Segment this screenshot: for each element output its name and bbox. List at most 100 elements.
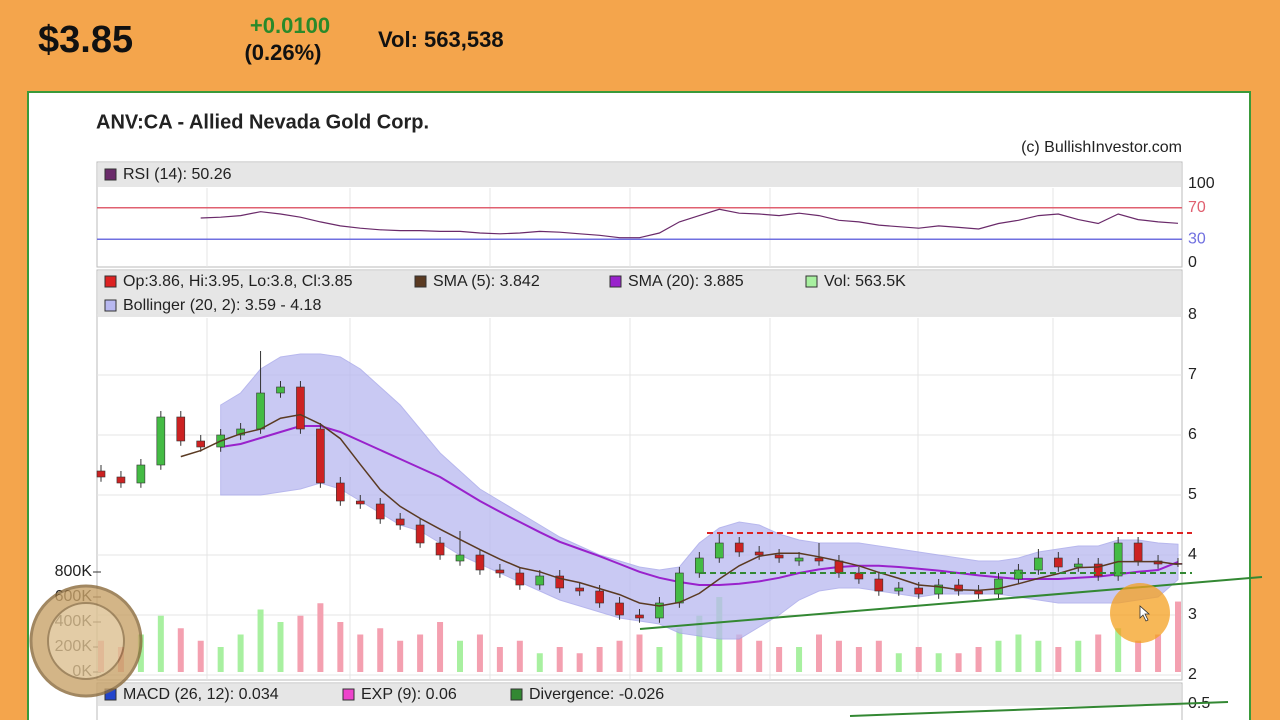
rsi-tick-label: 0 (1188, 254, 1197, 271)
candle-body (116, 476, 126, 484)
rsi-tick-label: 70 (1188, 199, 1206, 216)
logo-center (47, 602, 125, 680)
candle-body (774, 554, 784, 559)
volume-bar (1115, 628, 1122, 672)
candle-body (495, 569, 505, 574)
legend-swatch (414, 275, 427, 288)
volume-bar (636, 634, 643, 672)
volume-bar (1155, 634, 1162, 672)
candle-body (336, 482, 345, 502)
volume-bar (417, 634, 424, 672)
volume-bar (1055, 647, 1062, 672)
volume-bar (1175, 601, 1181, 672)
y-tick-label: 6 (1188, 426, 1197, 443)
candle-body (1034, 557, 1043, 571)
price: $3.85 (38, 19, 133, 61)
candle-body (176, 416, 186, 442)
candle-body (1073, 563, 1083, 568)
candle-body (974, 590, 983, 595)
macd-header (98, 684, 1181, 706)
candle-body (1133, 542, 1143, 562)
macd-legend-label: Divergence: -0.026 (529, 686, 664, 703)
volume-bar (1075, 640, 1082, 672)
candle-body (854, 572, 864, 580)
volume-bar (915, 647, 922, 672)
candle-body (675, 572, 684, 604)
legend-label: SMA (20): 3.885 (628, 273, 744, 290)
y-tick-label: 3 (1188, 606, 1197, 623)
trend-line (639, 576, 1263, 630)
volume-bar (875, 640, 882, 672)
candle-body (1093, 563, 1103, 577)
volume-bar (835, 640, 842, 672)
candle-body (236, 428, 245, 436)
candle-body (196, 440, 206, 448)
volume-bar (796, 647, 803, 672)
chart-title: ANV:CA - Allied Nevada Gold Corp. (96, 111, 429, 133)
volume-bar (676, 628, 683, 672)
volume-bar (397, 640, 404, 672)
volume-bar (277, 622, 284, 672)
volume-bar (217, 647, 224, 672)
candle-body (475, 554, 485, 571)
volume-bar (496, 647, 503, 672)
candle-body (994, 578, 1003, 595)
candle-body (734, 542, 744, 553)
volume-bar (177, 628, 184, 672)
rsi-label: RSI (14): 50.26 (123, 166, 232, 183)
volume-bar (1015, 634, 1022, 672)
candle-body (954, 584, 963, 592)
candle-body (714, 542, 724, 559)
legend-swatch (510, 688, 523, 701)
plot: 2 3 4 5 6 7 8 100 70 30 0 RSI (14): 50.26 Op:3.86, H… (55, 166, 1215, 712)
candle-body (1113, 542, 1123, 577)
candle-body (615, 602, 624, 616)
sma5-line (180, 413, 1179, 607)
candle-body (296, 386, 305, 430)
volume-bar (776, 647, 783, 672)
volume-bar (736, 634, 743, 672)
rsi-tick-label: 30 (1188, 231, 1206, 248)
volume-bar (437, 622, 444, 672)
volume-bar (855, 647, 862, 672)
candle-body (894, 587, 904, 592)
candle-body (256, 392, 265, 430)
candle-body (435, 542, 445, 556)
legend-label: Op:3.86, Hi:3.95, Lo:3.8, Cl:3.85 (123, 273, 353, 290)
change-pct: (0.26%) (244, 40, 321, 65)
candle-body (575, 587, 584, 592)
volume-bar (317, 603, 324, 672)
candle-body (395, 518, 405, 526)
volume-bar (596, 647, 603, 672)
volume-tick-label: 800K (55, 563, 93, 580)
rsi-line (200, 208, 1179, 239)
candle-body (794, 557, 804, 562)
candle-body (375, 503, 385, 520)
macd-legend-label: MACD (26, 12): 0.034 (123, 686, 279, 703)
candle-body (695, 557, 704, 574)
candle-body (136, 464, 146, 484)
volume-bar (476, 634, 483, 672)
legend-swatch (104, 299, 117, 312)
volume-bar (975, 647, 982, 672)
volume-bar (935, 653, 942, 672)
volume-bar (536, 653, 543, 672)
volume-bar (1035, 640, 1042, 672)
volume-bar (257, 609, 264, 672)
legend-label: SMA (5): 3.842 (433, 273, 540, 290)
bollinger-band (220, 353, 1179, 640)
volume-bar (516, 640, 523, 672)
change: +0.0100 (250, 13, 330, 38)
volume-bar (556, 647, 563, 672)
rsi-header (98, 163, 1181, 187)
rsi-tick-label: 100 (1188, 175, 1215, 192)
volume-bar (576, 653, 583, 672)
candle-body (635, 614, 644, 619)
y-tick-label: 2 (1188, 666, 1197, 683)
y-tick-label: 5 (1188, 486, 1197, 503)
candle-body (934, 584, 943, 595)
volume-bar (816, 634, 822, 672)
candle-body (415, 524, 425, 544)
volume-bar (357, 634, 364, 672)
y-tick-label: 7 (1188, 366, 1197, 383)
